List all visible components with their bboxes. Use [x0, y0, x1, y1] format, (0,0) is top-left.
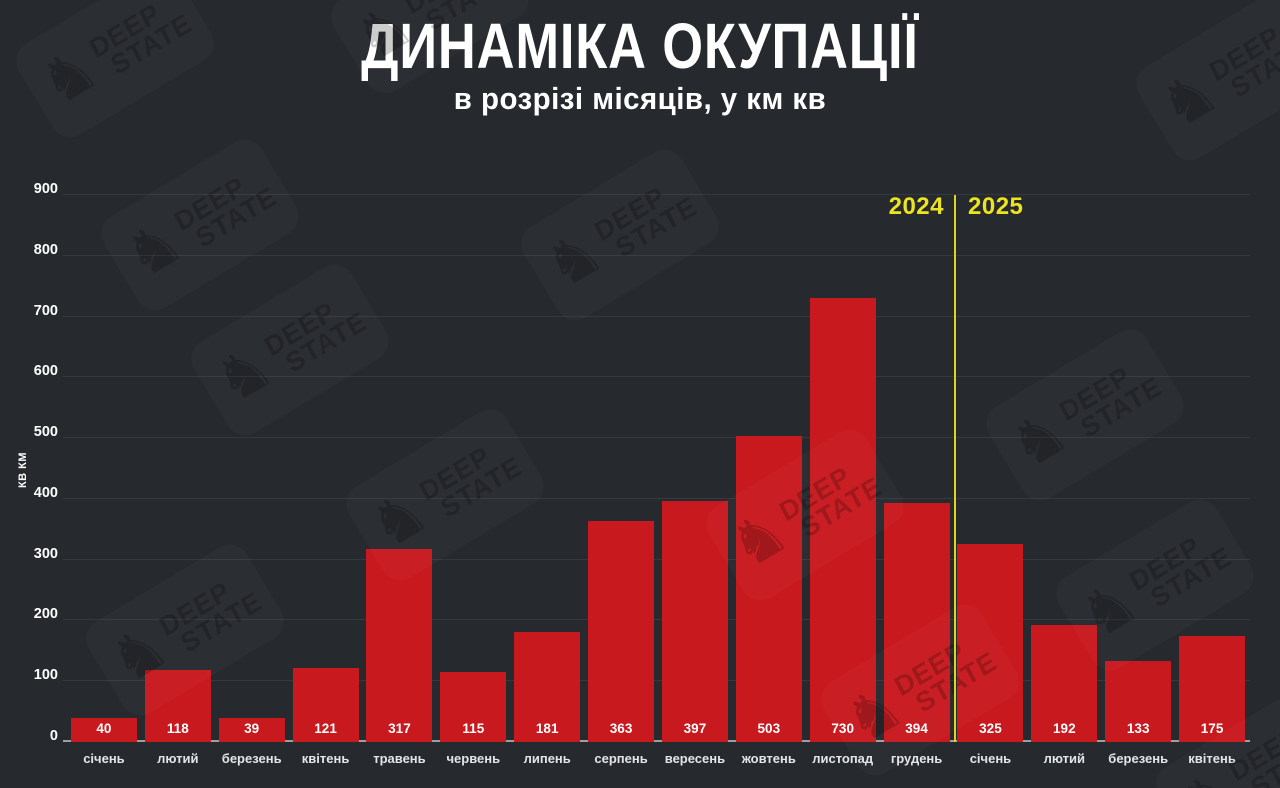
bar-slot-5: 115 червень: [436, 195, 510, 766]
bar-value-label: 133: [1126, 721, 1150, 736]
bar-червень-5: 115: [440, 672, 507, 742]
bar-січень-0: 40: [70, 717, 137, 742]
gridline-100: [63, 680, 1250, 682]
chart-subtitle: в розрізі місяців, у км кв: [453, 81, 827, 117]
year-label-2024: 2024: [888, 193, 944, 220]
bar-value-label: 325: [979, 721, 1002, 736]
bar-slot-11: 394 грудень: [880, 195, 954, 766]
y-tick-label-0: 0: [49, 728, 58, 744]
month-label: вересень: [664, 751, 726, 766]
bar-квітень-15: 175: [1179, 635, 1246, 742]
year-divider-line: [954, 195, 956, 742]
chart-title: ДИНАМІКА ОКУПАЦІЇ: [361, 10, 919, 82]
bar-slot-0: 40 січень: [67, 195, 141, 766]
bar-value-label: 730: [831, 721, 854, 736]
bars-layer: 40 січень 118 лютий 39 березень 121 квітень 317 т…: [67, 195, 1249, 766]
gridline-700: [63, 315, 1250, 317]
bar-value-label: 118: [166, 721, 189, 736]
y-tick-label-100: 100: [33, 667, 58, 684]
y-tick-label-200: 200: [33, 606, 58, 623]
bar-липень-6: 181: [514, 632, 581, 742]
y-tick-label-300: 300: [33, 545, 58, 562]
month-label: січень: [969, 751, 1012, 766]
y-tick-layer: 0 100 200 300 400 500 600 700 800 900: [0, 181, 58, 744]
chart-header: ДИНАМІКА ОКУПАЦІЇ в розрізі місяців, у к…: [0, 10, 1280, 117]
bar-value-label: 40: [96, 721, 112, 736]
bar-value-label: 121: [314, 721, 337, 736]
bar-value-label: 175: [1200, 721, 1224, 736]
bar-лютий-1: 118: [144, 670, 211, 742]
bar-value-label: 192: [1053, 721, 1076, 736]
bar-slot-4: 317 травень: [363, 195, 437, 766]
month-label: квітень: [1188, 751, 1236, 766]
x-axis-line: [63, 740, 1250, 742]
bar-серпень-7: 363: [588, 521, 655, 742]
month-label: травень: [373, 751, 426, 766]
bar-slot-2: 39 березень: [215, 195, 289, 766]
bar-січень-12: 325: [957, 544, 1024, 742]
bar-slot-13: 192 лютий: [1027, 195, 1101, 766]
bar-slot-10: 730 листопад: [806, 195, 880, 766]
bar-slot-1: 118 лютий: [141, 195, 215, 766]
year-label-2025: 2025: [968, 193, 1024, 220]
bar-slot-6: 181 липень: [510, 195, 584, 766]
month-label: лютий: [1043, 751, 1086, 766]
gridline-200: [63, 619, 1250, 621]
month-label: грудень: [890, 751, 943, 766]
y-tick-label-500: 500: [33, 424, 58, 441]
y-tick-label-900: 900: [33, 181, 58, 197]
gridline-500: [63, 437, 1250, 439]
y-tick-label-600: 600: [33, 363, 58, 380]
month-label: серпень: [594, 751, 648, 766]
bar-value-label: 397: [683, 721, 707, 736]
bar-квітень-3: 121: [292, 668, 359, 742]
month-label: липень: [523, 751, 571, 766]
bar-slot-8: 397 вересень: [658, 195, 732, 766]
bar-slot-14: 133 березень: [1101, 195, 1175, 766]
bar-value-label: 39: [244, 721, 260, 736]
gridline-900: [63, 194, 1250, 195]
bar-травень-4: 317: [366, 549, 433, 742]
gridline-400: [63, 497, 1250, 499]
y-tick-label-700: 700: [33, 302, 58, 319]
gridline-300: [63, 558, 1250, 560]
bar-value-label: 363: [609, 721, 633, 736]
bar-slot-15: 175 квітень: [1175, 195, 1249, 766]
bar-value-label: 503: [757, 721, 781, 736]
bar-value-label: 181: [535, 721, 559, 736]
bar-лютий-13: 192: [1031, 625, 1098, 742]
gridline-800: [63, 254, 1250, 256]
bar-вересень-8: 397: [661, 500, 728, 742]
bar-value-label: 394: [905, 721, 928, 736]
bar-грудень-11: 394: [883, 502, 950, 742]
bar-березень-14: 133: [1105, 661, 1172, 742]
month-label: червень: [446, 751, 501, 766]
y-tick-label-800: 800: [33, 241, 58, 258]
month-label: березень: [1108, 751, 1169, 766]
bar-жовтень-9: 503: [735, 436, 802, 742]
bar-value-label: 317: [388, 721, 411, 736]
month-label: січень: [83, 751, 125, 766]
bar-березень-2: 39: [218, 718, 285, 742]
bar-slot-7: 363 серпень: [584, 195, 658, 766]
month-label: жовтень: [741, 751, 796, 766]
month-label: квітень: [301, 751, 350, 766]
bar-slot-12: 325 січень: [954, 195, 1028, 766]
month-label: березень: [221, 751, 282, 766]
gridline-layer: [63, 194, 1250, 742]
bar-value-label: 115: [462, 721, 485, 736]
gridline-600: [63, 376, 1250, 378]
y-tick-label-400: 400: [33, 484, 58, 501]
bar-slot-9: 503 жовтень: [732, 195, 806, 766]
bar-листопад-10: 730: [809, 298, 876, 742]
bar-slot-3: 121 квітень: [289, 195, 363, 766]
month-label: лютий: [157, 751, 199, 766]
month-label: листопад: [812, 751, 874, 766]
